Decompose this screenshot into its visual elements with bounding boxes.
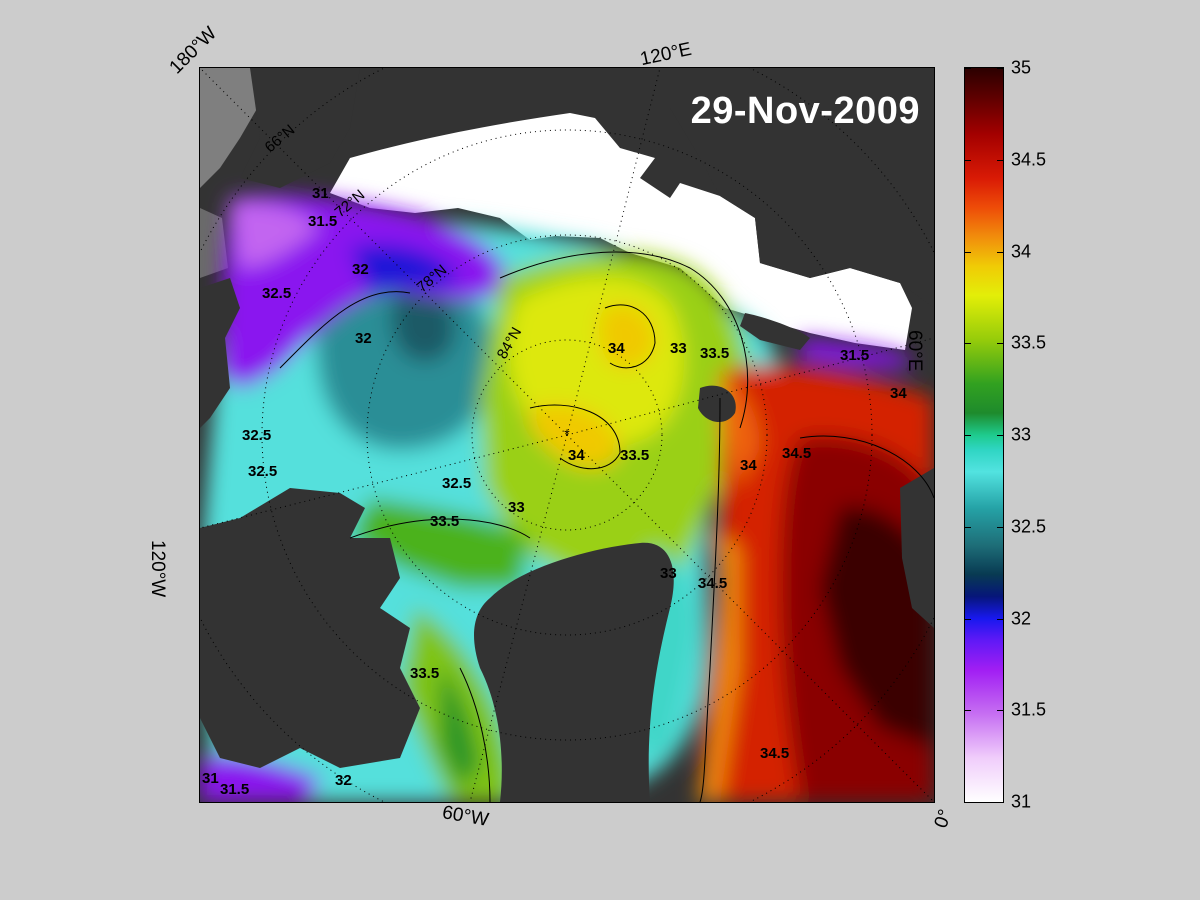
shelf-ice-region [200, 68, 262, 188]
lon-label-left: 120°W [147, 540, 168, 598]
contour-label: 31.5 [840, 347, 869, 364]
colorbar-tick-mark [997, 159, 1003, 161]
shelf-ice-region-2 [200, 208, 228, 278]
colorbar-tick-label: 32 [1011, 608, 1032, 628]
contour-label: 33.5 [430, 513, 459, 530]
greenland [474, 542, 674, 802]
contour-label: 32.5 [248, 463, 277, 480]
contour-label: 33 [508, 499, 525, 516]
contour-label: 33 [670, 340, 687, 357]
canada-west [200, 278, 240, 428]
sea-ice-region [330, 113, 912, 350]
landmasses [200, 68, 934, 802]
lon-label-right: 60°E [904, 330, 925, 372]
colorbar-tick-label: 33 [1011, 424, 1032, 445]
colorbar-tick-mark [997, 710, 1003, 712]
colorbar-tick-mark [997, 802, 1003, 803]
lon-label-bottom-center: 60°W [440, 802, 491, 831]
canadian-archipelago [200, 488, 420, 768]
contour-label: 31.5 [308, 213, 337, 230]
colorbar-tick-mark [997, 618, 1003, 620]
colorbar-tick-mark [997, 526, 1003, 528]
contour-label: 33 [660, 565, 677, 582]
contour-label: 33.5 [410, 665, 439, 682]
contour-label: 32 [355, 330, 372, 347]
contour-label: 34 [608, 340, 625, 357]
contour-label: 31.5 [220, 781, 249, 798]
colorbar-tick-label: 31.5 [1011, 699, 1047, 720]
contour-label: 32.5 [262, 285, 291, 302]
colorbar-tick-mark [965, 159, 971, 161]
colorbar-tick-mark [997, 343, 1003, 345]
colorbar-tick-label: 33.5 [1011, 332, 1047, 353]
colorbar-tick-mark [965, 802, 971, 803]
contour-labels: 31 31.5 32 32 32.5 32.5 32.5 32.5 33 33.… [202, 185, 907, 798]
colorbar-tick-label: 35 [1011, 57, 1032, 78]
colorbar-tick-mark [965, 68, 971, 69]
siberia [670, 68, 934, 308]
lon-label-top-center: 120°E [638, 38, 694, 71]
colorbar-tick-label: 32.5 [1011, 516, 1047, 537]
contour-label: 34.5 [760, 745, 789, 762]
contour-lines [279, 251, 934, 802]
date-title: 29-Nov-2009 [690, 90, 920, 132]
graticule [200, 68, 934, 802]
colorbar-tick-mark [997, 435, 1003, 436]
svalbard [698, 385, 736, 423]
colorbar-tick-mark [965, 343, 971, 345]
north-pole-marker: * [564, 426, 570, 442]
colorbar-tick-mark [965, 710, 971, 712]
colorbar-tick-label: 34 [1011, 241, 1032, 261]
contour-label: 34.5 [698, 575, 727, 592]
scandinavia [900, 468, 934, 628]
colorbar-tick-mark [997, 68, 1003, 69]
contour-label: 34 [568, 447, 585, 464]
alaska [240, 68, 360, 188]
map-svg: * 31 31.5 32 32 32.5 32.5 32.5 [200, 68, 934, 802]
contour-label: 31 [202, 770, 219, 787]
salinity-colorbar [964, 67, 1004, 803]
contour-label: 34.5 [782, 445, 811, 462]
colorbar-tick-mark [965, 435, 971, 436]
contour-label: 32.5 [442, 475, 471, 492]
contour-label: 31 [312, 185, 329, 202]
contour-label: 33.5 [620, 447, 649, 464]
contour-label: 32 [352, 261, 369, 278]
colorbar-tick-label: 31 [1011, 791, 1032, 812]
contour-label: 32.5 [242, 427, 271, 444]
novaya-zemlya [740, 313, 810, 350]
lon-label-bottom-right: 0° [930, 806, 957, 831]
contour-label: 34 [890, 385, 907, 402]
colorbar-tick-mark [997, 251, 1003, 253]
contour-label: 34 [740, 457, 757, 474]
contour-label: 33.5 [700, 345, 729, 362]
salinity-map: * 31 31.5 32 32 32.5 32.5 32.5 [199, 67, 935, 803]
colorbar-tick-mark [965, 526, 971, 528]
contour-label: 32 [335, 772, 352, 789]
colorbar-tick-label: 34.5 [1011, 149, 1047, 170]
colorbar-tick-mark [965, 618, 971, 620]
colorbar-tick-mark [965, 251, 971, 253]
